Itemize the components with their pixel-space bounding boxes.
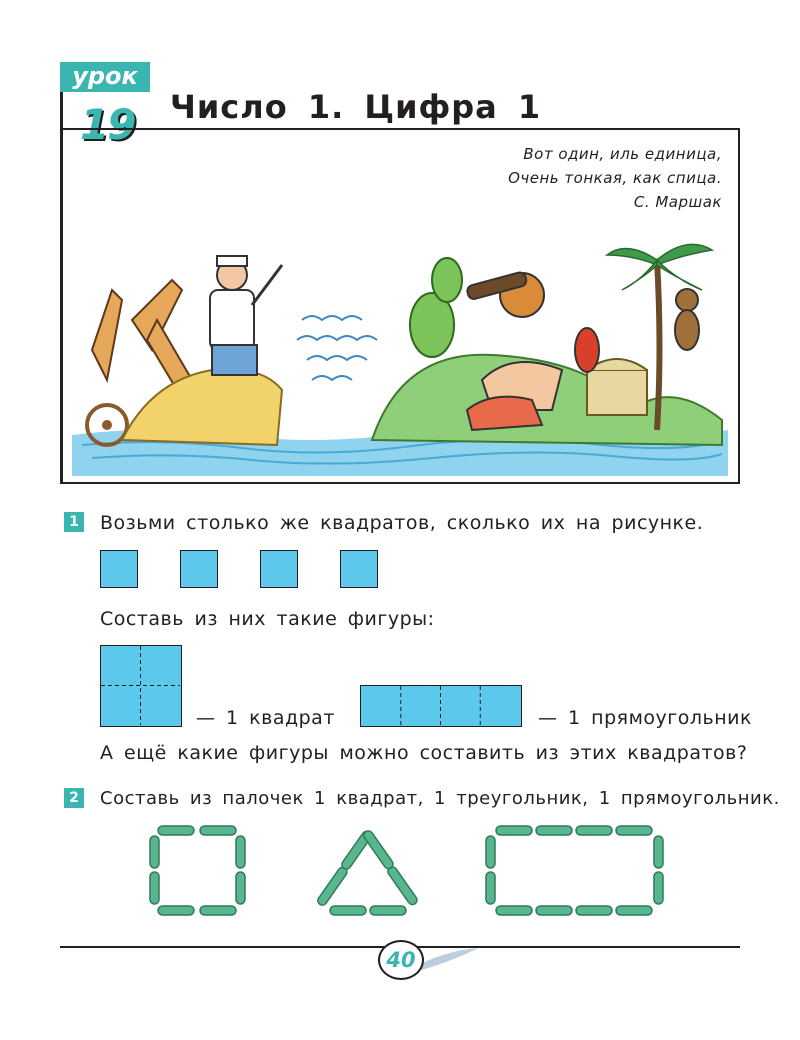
square-caption: — 1 квадрат <box>196 707 335 729</box>
page-number: 40 <box>378 940 424 980</box>
lesson-badge: урок <box>60 62 150 92</box>
poem-author: С. Маршак <box>633 193 722 211</box>
page-title: Число 1. Цифра 1 <box>170 88 542 126</box>
task-2-instruction: Составь из палочек 1 квадрат, 1 треуголь… <box>100 788 780 809</box>
compose-prompt: Составь из них такие фигуры: <box>100 608 435 630</box>
rectangle-caption: — 1 прямоугольник <box>538 707 752 729</box>
square-dashed-grid <box>101 646 180 725</box>
blue-square <box>340 550 378 588</box>
task-1-question: А ещё какие фигуры можно составить из эт… <box>100 742 748 764</box>
blue-square <box>260 550 298 588</box>
composed-rectangle-figure <box>360 685 522 727</box>
illustration-frame <box>60 128 740 484</box>
island-illustration <box>72 243 728 476</box>
poem: Вот один, иль единица, Очень тонкая, как… <box>508 142 722 214</box>
lesson-number: 19 <box>80 100 136 149</box>
composed-square-figure <box>100 645 182 727</box>
task-1-instruction: Возьми столько же квадратов, сколько их … <box>100 512 704 534</box>
poem-line-2: Очень тонкая, как спица. <box>508 169 722 187</box>
blue-square <box>180 550 218 588</box>
stick-figures <box>149 825 664 916</box>
page-number-swoosh <box>420 948 478 970</box>
task-2-number: 2 <box>64 788 84 808</box>
blue-square <box>100 550 138 588</box>
task-1-number: 1 <box>64 512 84 532</box>
rectangle-dashed-grid <box>400 686 481 725</box>
poem-line-1: Вот один, иль единица, <box>523 145 722 163</box>
lesson-divider <box>60 92 63 482</box>
